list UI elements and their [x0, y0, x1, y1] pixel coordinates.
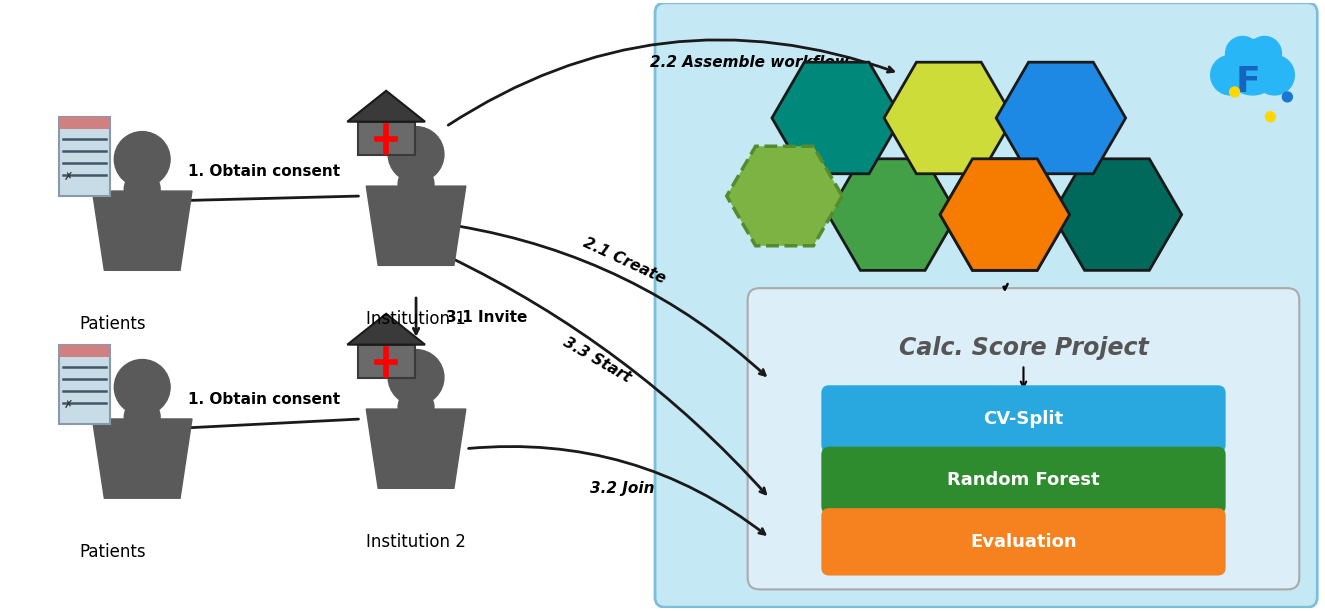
Polygon shape	[366, 186, 466, 265]
FancyBboxPatch shape	[822, 447, 1226, 514]
Text: 3.1 Invite: 3.1 Invite	[447, 310, 527, 325]
Circle shape	[1255, 56, 1295, 95]
Text: Institution 1: Institution 1	[366, 310, 466, 328]
Bar	[358, 345, 415, 378]
Text: Patients: Patients	[80, 543, 146, 561]
Circle shape	[388, 349, 444, 405]
Circle shape	[1283, 92, 1292, 102]
Circle shape	[398, 389, 435, 425]
Text: 1. Obtain consent: 1. Obtain consent	[188, 164, 341, 179]
FancyBboxPatch shape	[822, 386, 1226, 453]
Text: Institution 2: Institution 2	[366, 533, 466, 551]
Polygon shape	[347, 91, 425, 122]
Text: 2.2 Assemble workflow: 2.2 Assemble workflow	[651, 55, 849, 70]
Polygon shape	[93, 419, 192, 498]
FancyBboxPatch shape	[747, 288, 1300, 590]
Circle shape	[388, 126, 444, 182]
Circle shape	[1230, 87, 1240, 97]
Polygon shape	[726, 146, 843, 246]
Bar	[58, 345, 110, 357]
Circle shape	[1248, 37, 1281, 70]
Circle shape	[125, 171, 160, 207]
FancyBboxPatch shape	[58, 345, 110, 424]
Text: 3.2 Join: 3.2 Join	[591, 481, 655, 496]
Text: 2.1 Create: 2.1 Create	[580, 235, 668, 286]
Polygon shape	[828, 159, 958, 270]
Text: Patients: Patients	[80, 315, 146, 333]
Text: Evaluation: Evaluation	[970, 533, 1077, 551]
Text: Random Forest: Random Forest	[947, 472, 1100, 489]
Text: CV-Split: CV-Split	[983, 410, 1064, 428]
Bar	[58, 117, 110, 129]
Polygon shape	[93, 191, 192, 270]
Circle shape	[1265, 112, 1276, 122]
Polygon shape	[884, 62, 1014, 174]
Polygon shape	[772, 62, 901, 174]
FancyBboxPatch shape	[822, 508, 1226, 576]
Circle shape	[114, 359, 170, 415]
Circle shape	[1211, 56, 1251, 95]
Polygon shape	[941, 159, 1069, 270]
FancyBboxPatch shape	[655, 3, 1317, 607]
Circle shape	[1224, 40, 1280, 95]
Text: 1. Obtain consent: 1. Obtain consent	[188, 392, 341, 407]
Text: 3.3 Start: 3.3 Start	[560, 334, 633, 385]
Text: Calc. Score Project: Calc. Score Project	[898, 335, 1149, 360]
Circle shape	[398, 166, 435, 202]
Circle shape	[125, 399, 160, 435]
Circle shape	[114, 131, 170, 187]
FancyBboxPatch shape	[58, 117, 110, 196]
Circle shape	[1226, 37, 1260, 70]
Polygon shape	[366, 409, 466, 488]
Text: ✗: ✗	[64, 400, 73, 410]
Text: ✗: ✗	[64, 172, 73, 182]
Polygon shape	[941, 159, 1069, 270]
Polygon shape	[996, 62, 1126, 174]
Text: F: F	[1235, 65, 1260, 99]
Bar	[358, 122, 415, 155]
Polygon shape	[347, 313, 425, 345]
Polygon shape	[1052, 159, 1182, 270]
